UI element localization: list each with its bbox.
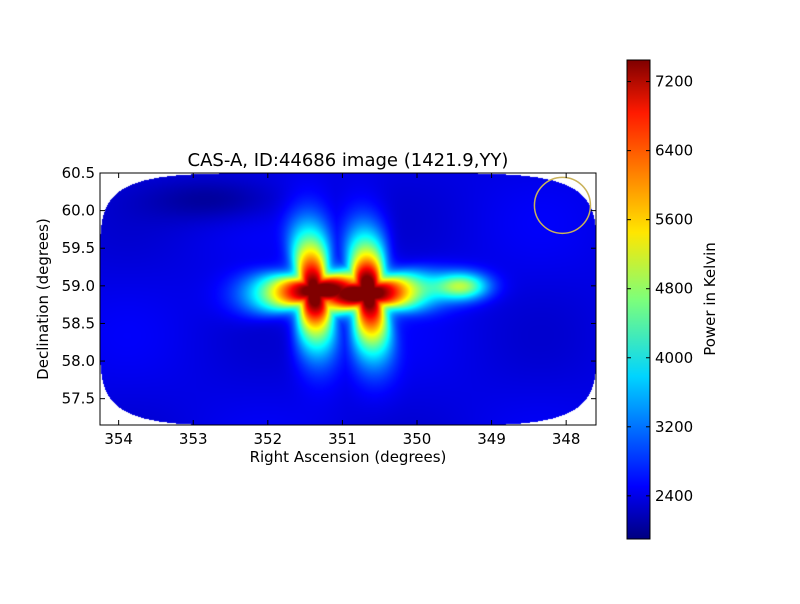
x-tick-label: 352 bbox=[253, 430, 282, 448]
heatmap-image bbox=[100, 173, 596, 425]
y-tick-label: 59.0 bbox=[62, 277, 95, 295]
colorbar-tick-label: 6400 bbox=[655, 142, 693, 160]
beam-circle-marker bbox=[533, 176, 592, 235]
y-tick-label: 60.0 bbox=[62, 202, 95, 220]
colorbar-tick-label: 3200 bbox=[655, 418, 693, 436]
x-tick-label: 353 bbox=[179, 430, 208, 448]
colorbar-tick-label: 2400 bbox=[655, 487, 693, 505]
x-tick-label: 351 bbox=[328, 430, 357, 448]
x-tick-label: 348 bbox=[552, 430, 581, 448]
colorbar-tick-label: 5600 bbox=[655, 211, 693, 229]
colorbar-tick-label: 4000 bbox=[655, 349, 693, 367]
x-tick-label: 350 bbox=[403, 430, 432, 448]
colorbar bbox=[626, 59, 651, 540]
y-axis-label: Declination (degrees) bbox=[34, 218, 52, 380]
y-tick-label: 59.5 bbox=[62, 239, 95, 257]
x-axis: 354 353 352 351 350 349 348 bbox=[104, 173, 580, 448]
y-tick-label: 57.5 bbox=[62, 390, 95, 408]
y-tick-label: 58.0 bbox=[62, 352, 95, 370]
y-tick-label: 58.5 bbox=[62, 314, 95, 332]
y-axis: 57.5 58.0 58.5 59.0 59.5 60.0 60.5 bbox=[62, 164, 596, 408]
colorbar-label: Power in Kelvin bbox=[701, 242, 719, 356]
x-tick-label: 354 bbox=[104, 430, 133, 448]
x-axis-label: Right Ascension (degrees) bbox=[250, 448, 447, 466]
chart-title: CAS-A, ID:44686 image (1421.9,YY) bbox=[188, 150, 509, 171]
plot-frame bbox=[99, 172, 597, 426]
y-tick-label: 60.5 bbox=[62, 164, 95, 182]
x-tick-label: 349 bbox=[477, 430, 506, 448]
colorbar-tick-label: 7200 bbox=[655, 73, 693, 91]
colorbar-tick-label: 4800 bbox=[655, 280, 693, 298]
colorbar-ticks: 2400 3200 4000 4800 5600 6400 7200 bbox=[627, 73, 693, 505]
